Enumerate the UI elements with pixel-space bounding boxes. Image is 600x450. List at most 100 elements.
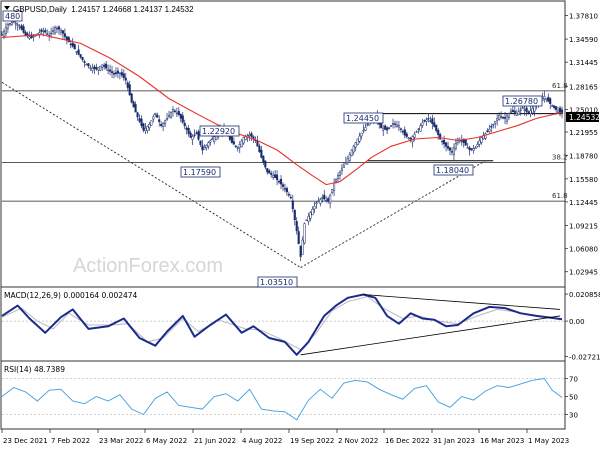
candle-body <box>496 118 499 121</box>
candle-body <box>380 122 383 129</box>
candle <box>16 22 19 31</box>
candle <box>346 155 349 165</box>
candle-body <box>201 145 204 151</box>
candle <box>500 111 503 120</box>
candle <box>95 63 98 71</box>
candle-body <box>486 130 489 132</box>
fib-label-2: 61.8 <box>552 192 568 200</box>
candle-body <box>278 181 281 183</box>
candle-body <box>333 182 336 191</box>
price-tick-label: 1.28165 <box>569 83 598 91</box>
candle-body <box>409 138 412 140</box>
candle <box>166 112 169 121</box>
candle <box>81 56 84 62</box>
price-trendline-1 <box>300 160 486 268</box>
candle-body <box>230 136 233 143</box>
candle-body <box>32 36 35 38</box>
candle <box>297 226 300 245</box>
candle <box>209 139 212 146</box>
candle-body <box>509 110 512 113</box>
candle <box>91 63 94 74</box>
candle <box>179 113 182 123</box>
price-tick-label: 1.06080 <box>569 246 598 254</box>
candle-body <box>42 29 45 32</box>
candle <box>236 146 239 152</box>
candle <box>425 117 428 127</box>
candle-body <box>423 120 426 122</box>
candle <box>486 128 489 133</box>
candle <box>484 132 487 140</box>
candle <box>89 64 92 71</box>
candle-body <box>439 134 442 140</box>
candle-body <box>527 111 530 114</box>
candle <box>79 54 82 59</box>
candle <box>445 141 448 152</box>
candle-body <box>507 113 510 118</box>
candle <box>152 114 155 123</box>
candle-body <box>303 223 306 244</box>
candle-body <box>112 73 116 75</box>
candle <box>148 121 151 131</box>
candle <box>175 107 178 117</box>
price-tick-label: 1.21955 <box>569 129 598 137</box>
candle <box>232 137 235 145</box>
candle <box>177 107 180 117</box>
candle-body <box>525 107 528 112</box>
date-tick-label: 7 Feb 2022 <box>51 437 90 445</box>
candle <box>274 170 277 179</box>
candle-body <box>79 54 82 58</box>
candle-body <box>445 142 448 147</box>
candle <box>417 128 420 134</box>
candle <box>44 27 47 34</box>
candle-body <box>69 43 72 46</box>
candle-body <box>358 135 361 142</box>
candle-body <box>325 199 328 202</box>
candle-body <box>331 188 334 193</box>
candle-body <box>150 120 153 126</box>
candle <box>114 67 118 78</box>
candles <box>0 17 564 261</box>
candle <box>110 65 114 79</box>
candle-body <box>557 110 560 113</box>
candle-body <box>250 133 253 137</box>
candle <box>112 70 116 79</box>
candle-body <box>317 200 320 203</box>
candle <box>116 67 119 79</box>
candle-body <box>20 25 23 30</box>
candle-body <box>205 144 208 149</box>
candle <box>492 123 495 129</box>
price-label-box <box>433 164 474 176</box>
candle-body <box>169 112 173 119</box>
candle-body <box>181 115 184 123</box>
candle-body <box>421 122 424 126</box>
price-trendline-0 <box>1 82 301 268</box>
candle-body <box>478 140 481 145</box>
candle <box>329 193 332 209</box>
candle-body <box>323 194 326 200</box>
candle <box>169 111 173 119</box>
candle <box>340 163 343 175</box>
candle-body <box>299 245 302 257</box>
candle-body <box>560 109 564 114</box>
candle <box>101 64 104 71</box>
collapse-triangle-icon[interactable] <box>4 6 10 10</box>
candle-body <box>57 26 61 30</box>
candle-body <box>523 109 526 111</box>
candle <box>291 194 294 213</box>
candle <box>57 25 61 35</box>
candle <box>466 142 469 149</box>
candle-body <box>52 29 55 32</box>
candle-body <box>446 146 450 149</box>
candle-body <box>146 125 149 131</box>
candle-body <box>185 127 188 130</box>
macd-tick-label: 0.00 <box>569 318 585 326</box>
candle <box>171 106 174 117</box>
candle-body <box>443 139 446 145</box>
candle-body <box>8 23 11 25</box>
candle-body <box>427 118 430 120</box>
candle-body <box>46 33 49 35</box>
candle <box>264 160 267 170</box>
candle-body <box>61 30 64 34</box>
candle-body <box>362 129 365 132</box>
price-tick-label: 1.12445 <box>569 199 598 207</box>
